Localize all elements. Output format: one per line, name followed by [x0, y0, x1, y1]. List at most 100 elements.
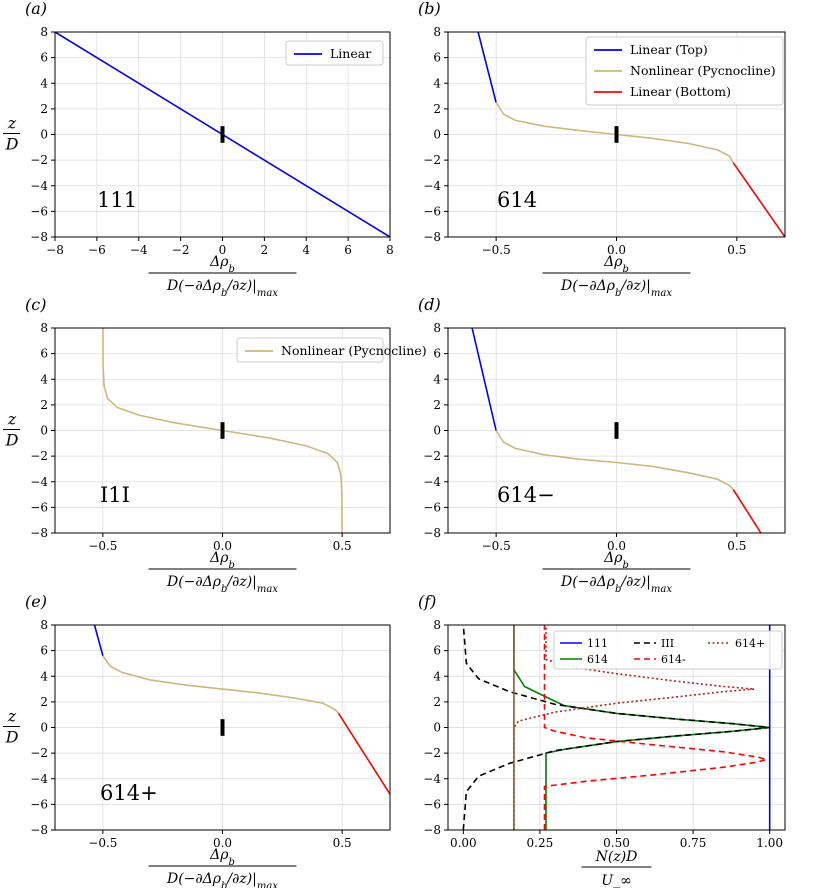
y-tick-label: 2 — [40, 102, 48, 116]
x-tick-label: 0.0 — [213, 836, 232, 850]
x-axis-label-denominator-part: b — [615, 584, 621, 595]
series-line-linear-bottom- — [732, 488, 762, 533]
y-tick-label: 6 — [40, 347, 48, 361]
x-tick-label: 0.5 — [333, 836, 352, 850]
origin-marker — [614, 422, 619, 439]
series-line-iii — [462, 625, 771, 830]
x-tick-label: −0.5 — [88, 539, 117, 553]
panel-f: 0.00 0.25 0.50 0.75 1.00 −8 −6 −4 −2 0 2 4 6 8 (f) N(z)… — [418, 592, 786, 888]
y-tick-label: 2 — [40, 398, 48, 412]
panel-c: −0.5 0.0 0.5−8−6−4−202468(c)I1IΔρbD(−∂Δρb/… — [3, 295, 427, 595]
x-axis-label-denominator: D(−∂Δρb/∂z)|max — [166, 574, 278, 595]
y-tick-label: 8 — [40, 618, 48, 632]
y-tick-label: 2 — [433, 695, 441, 709]
legend-box — [285, 40, 384, 66]
x-axis-label-denominator: D(−∂Δρb/∂z)|max — [560, 278, 672, 299]
y-tick-label: 2 — [433, 102, 441, 116]
y-tick-label: 6 — [40, 644, 48, 658]
y-tick-label: −6 — [30, 797, 48, 811]
legend-entry: Linear (Top) — [630, 42, 708, 57]
y-tick-label: −2 — [423, 449, 441, 463]
y-tick-label: −6 — [30, 500, 48, 514]
y-tick-label: 6 — [433, 644, 441, 658]
y-tick-label: 8 — [433, 321, 441, 335]
y-tick-label: 4 — [433, 669, 441, 683]
y-tick-label: −4 — [30, 475, 48, 489]
y-tick-label: −4 — [423, 179, 441, 193]
x-axis-label-denominator: U_∞ — [601, 873, 631, 888]
x-axis-label-denominator-part: b — [221, 584, 227, 595]
x-tick-label: −4 — [130, 243, 148, 257]
panel-a: −8 −6 −4 −2 0 2 4 6 8−8−6−4−202468(a)111ΔρbD(−∂Δ… — [3, 0, 394, 299]
x-axis-label-denominator-part: D(−∂Δρ — [166, 871, 222, 887]
x-axis-label-denominator-part: b — [221, 288, 227, 299]
panel-label: (a) — [25, 0, 47, 18]
y-tick-label: −4 — [30, 772, 48, 786]
x-axis-label-denominator: D(−∂Δρb/∂z)|max — [166, 871, 278, 888]
panel-b: −0.5 0.0 0.5−8−6−4−202468(b)614ΔρbD(−∂Δρb/… — [418, 0, 786, 299]
panel-label: (d) — [418, 295, 441, 314]
panel-label: (e) — [25, 592, 47, 611]
y-tick-label: 4 — [40, 669, 48, 683]
y-tick-label: 4 — [40, 76, 48, 90]
y-axis-label-denominator: D — [5, 135, 19, 154]
x-axis-label-denominator-part: D(−∂Δρ — [166, 278, 222, 294]
x-axis-label-denominator-part: /∂z)| — [225, 871, 257, 887]
y-tick-label: −2 — [30, 153, 48, 167]
x-tick-label: 0.0 — [607, 243, 626, 257]
legend-entry: III — [661, 637, 674, 650]
x-axis-label-denominator-part: /∂z)| — [225, 278, 257, 294]
x-axis-label-denominator-part: b — [615, 288, 621, 299]
y-tick-label: −2 — [423, 153, 441, 167]
legend-entry: 614+ — [735, 637, 765, 650]
x-tick-label: 8 — [386, 243, 394, 257]
y-tick-label: −6 — [423, 797, 441, 811]
y-tick-label: 8 — [40, 321, 48, 335]
x-tick-label: 4 — [302, 243, 310, 257]
x-tick-label: 0.0 — [607, 539, 626, 553]
legend-entry: Linear — [330, 46, 371, 61]
x-axis-label-denominator-part: max — [651, 288, 672, 299]
legend-entry: Nonlinear (Pycnocline) — [630, 63, 776, 78]
legend-entry: 614- — [661, 653, 686, 666]
legend-entry: Nonlinear (Pycnocline) — [281, 343, 427, 358]
legend: 111 614 III 614- 614+ — [553, 630, 783, 670]
legend: Linear — [285, 40, 384, 66]
panel-annotation: 614+ — [100, 781, 158, 805]
x-tick-label: 2 — [261, 243, 269, 257]
series-group — [93, 625, 390, 795]
x-axis-label-numerator: N(z)D — [595, 849, 638, 865]
legend-entry: 111 — [587, 637, 608, 650]
y-axis-label-numerator: z — [7, 410, 17, 429]
origin-marker — [220, 422, 225, 439]
panel-label: (f) — [418, 592, 436, 611]
panel-annotation: I1I — [100, 483, 130, 507]
x-axis-label-denominator-part: D(−∂Δρ — [560, 574, 616, 590]
x-axis-label-denominator: D(−∂Δρb/∂z)|max — [560, 574, 672, 595]
y-tick-label: −6 — [423, 204, 441, 218]
x-tick-label: −0.5 — [88, 836, 117, 850]
series-line-linear-top- — [93, 625, 104, 657]
series-line-linear-top- — [471, 328, 497, 431]
x-axis-label-numerator-part: Δρ — [209, 254, 229, 270]
x-axis-label-numerator: Δρb — [209, 847, 235, 868]
y-tick-label: 0 — [40, 128, 48, 142]
legend-box — [585, 36, 784, 106]
y-tick-label: −6 — [423, 500, 441, 514]
x-axis-label-denominator-part: b — [221, 881, 227, 888]
y-tick-label: −8 — [30, 230, 48, 244]
y-tick-label: 0 — [433, 128, 441, 142]
x-tick-label: 0.5 — [727, 243, 746, 257]
y-tick-label: 0 — [40, 721, 48, 735]
series-line-linear-bottom- — [732, 162, 785, 237]
y-tick-label: 4 — [433, 76, 441, 90]
x-tick-label: −6 — [88, 243, 106, 257]
x-axis-label-numerator-part: b — [622, 264, 628, 275]
y-tick-label: −8 — [423, 230, 441, 244]
y-tick-label: −8 — [30, 823, 48, 837]
x-tick-label: 6 — [344, 243, 352, 257]
x-axis-label-numerator-part: N(z)D — [595, 849, 638, 865]
origin-marker — [220, 126, 225, 143]
y-tick-label: 0 — [433, 424, 441, 438]
